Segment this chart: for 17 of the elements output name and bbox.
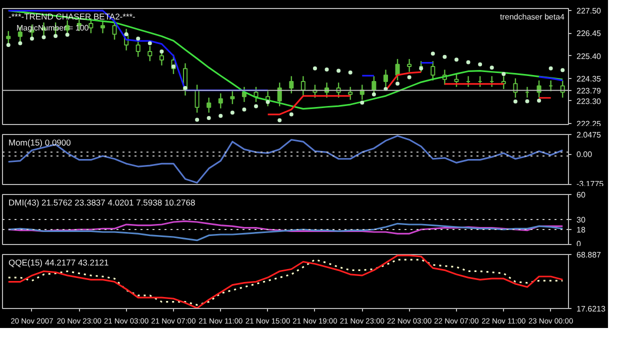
y-tick-label: 225.40 — [576, 52, 602, 61]
chart-title: DMI(43) 21.5762 23.3837 4.0201 7.5938 10.2768 — [8, 198, 196, 208]
y-tick-label: 17.6213 — [576, 304, 606, 314]
y-tick-label: 223.30 — [576, 96, 602, 106]
chart-title: QQE(15) 44.2177 43.2121 — [8, 258, 109, 268]
y-tick-label: 68.887 — [576, 250, 602, 260]
annotation: trendchaser beta4 — [500, 12, 566, 22]
y-tick-label: 226.45 — [576, 29, 602, 38]
y-tick-label: 224.35 — [576, 74, 602, 84]
y-tick-label: 30 — [576, 216, 586, 224]
y-tick-label: 227.50 — [576, 6, 602, 16]
y-tick-label: 2.0475 — [576, 130, 602, 140]
chart-title: Mom(15) 0.0900 — [8, 138, 72, 148]
y-tick-label: 18 — [576, 226, 586, 234]
y-tick-label: 0.00 — [576, 150, 593, 160]
y-tick-label: 60 — [576, 190, 586, 200]
ref-line-label: 223.79 — [576, 86, 602, 96]
